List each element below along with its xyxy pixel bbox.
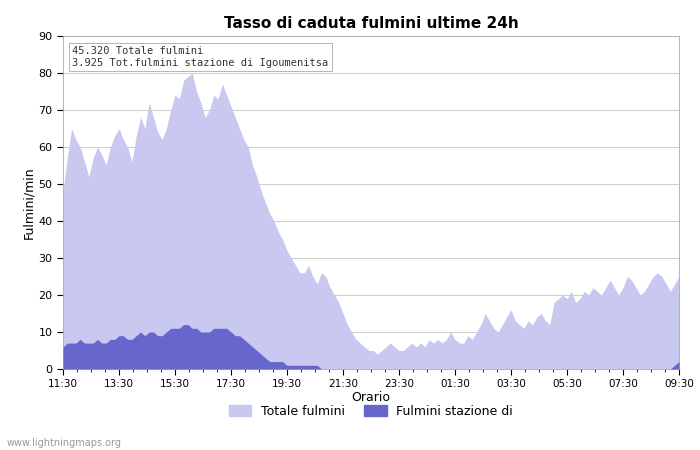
Text: 45.320 Totale fulmini
3.925 Tot.fulmini stazione di Igoumenitsa: 45.320 Totale fulmini 3.925 Tot.fulmini … (72, 46, 328, 68)
Y-axis label: Fulmini/min: Fulmini/min (22, 166, 36, 239)
Title: Tasso di caduta fulmini ultime 24h: Tasso di caduta fulmini ultime 24h (223, 16, 519, 31)
Text: www.lightningmaps.org: www.lightningmaps.org (7, 438, 122, 448)
X-axis label: Orario: Orario (351, 391, 391, 404)
Legend: Totale fulmini, Fulmini stazione di: Totale fulmini, Fulmini stazione di (224, 400, 518, 423)
